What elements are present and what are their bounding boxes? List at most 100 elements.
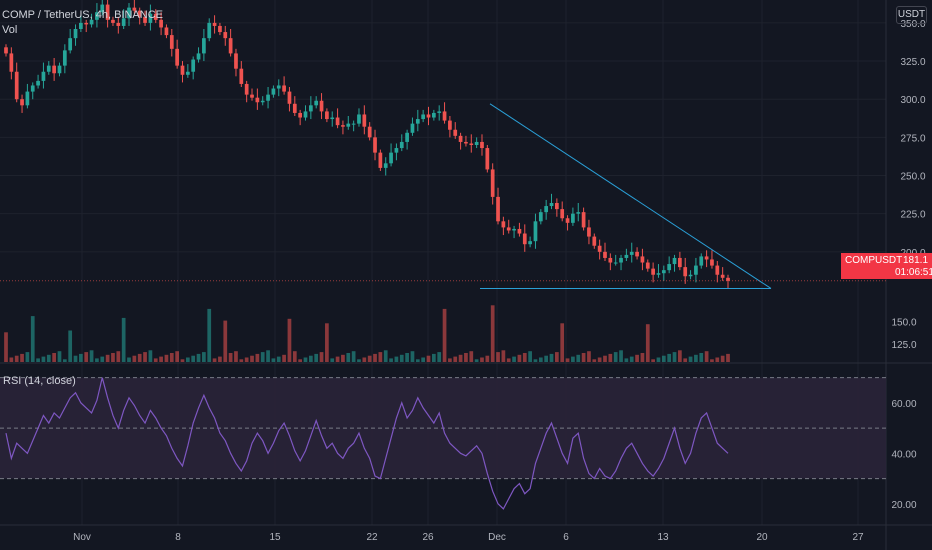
candle-body [223,32,228,39]
candle-body [212,22,217,26]
candle-body [255,97,260,103]
volume-bar [250,355,254,362]
price-axis-tick-label: 350.0 [900,19,925,30]
candle-body [159,19,163,28]
volume-bar [180,359,185,362]
volume-bar [244,357,249,362]
volume-bar [73,355,78,362]
candle-body [373,137,377,153]
candle-body [105,4,110,20]
volume-bar [36,358,40,362]
volume-bar [41,356,46,362]
candle-body [571,213,575,223]
volume-bar [292,351,297,362]
volume-bar [667,353,672,362]
candle-body [544,206,549,213]
volume-bar [95,358,99,362]
volume-bar [308,355,313,362]
candle-body [490,169,495,197]
candle-body [14,71,19,100]
volume-bar [314,353,319,362]
volume-bar [191,355,196,362]
time-axis-tick-label: 8 [175,532,181,543]
volume-bar [212,358,217,362]
candle-body [619,257,623,263]
volume-bar [223,320,228,362]
candle-body [287,91,292,104]
volume-bar [678,350,682,362]
candle-body [351,123,356,125]
candle-body [73,29,78,39]
volume-bar [415,359,420,362]
candle-body [383,163,388,168]
candle-body [635,251,639,257]
candle-body [480,141,484,149]
candle-body [533,221,538,242]
candle-body [538,212,543,222]
candle-body [522,233,527,245]
price-axis-tick-label: 325.0 [900,57,925,68]
volume-bar [346,353,351,362]
volume-bar [576,354,581,362]
volume-bar [218,356,222,362]
volume-bar [555,352,559,362]
candle-body [325,111,329,120]
candle-body [164,27,169,36]
candle-body [175,48,179,66]
volume-bar [544,355,549,362]
candle-body [656,273,661,275]
volume-bar [458,354,463,362]
volume-bar [116,351,121,362]
candle-body [314,100,319,106]
candle-body [464,141,468,144]
currency-badge[interactable]: USDT [896,6,927,24]
volume-bar [319,352,324,362]
candle-body [153,13,158,20]
volume-bar [25,352,30,362]
volume-bar [453,356,458,362]
volume-bar [522,353,527,362]
volume-bar [640,353,645,362]
volume-bar [399,354,404,362]
candle-body [469,143,474,145]
candle-body [587,227,591,237]
volume-bar [437,352,442,362]
symbol-legend[interactable]: COMP / TetherUS, 4h, BINANCE [2,9,163,21]
volume-bar [52,353,56,362]
candle-body [410,123,415,133]
volume-bar [4,332,8,362]
volume-bar [303,357,308,362]
volume-bar [330,358,335,362]
volume-bar [704,351,709,362]
candle-body [565,218,570,223]
candle-body [234,53,238,69]
volume-bar [378,352,383,362]
price-axis-tick-label: 225.0 [900,210,925,221]
candle-body [46,65,51,72]
time-axis-tick-label: 6 [563,532,569,543]
volume-bar [351,351,356,362]
candle-body [624,254,629,258]
rsi-legend[interactable]: RSI (14, close) [3,375,76,387]
candle-body [651,268,655,275]
candle-body [292,103,297,113]
candle-body [415,119,420,124]
candle-body [453,129,458,136]
price-tag-value: 181.1 [903,255,929,266]
candle-body [266,94,270,101]
volume-bar [185,357,190,362]
volume-bar [207,308,212,362]
volume-bar [715,357,720,362]
volume-bar [726,353,730,362]
candle-body [501,221,506,228]
candle-body [132,7,137,11]
volume-bar [501,350,506,362]
volume-bar [710,359,714,362]
volume-bar [62,359,67,362]
volume-legend[interactable]: Vol [2,24,18,36]
volume-bar [720,355,725,362]
volume-bar [282,354,286,362]
volume-bar [603,355,607,362]
candle-body [688,274,693,277]
